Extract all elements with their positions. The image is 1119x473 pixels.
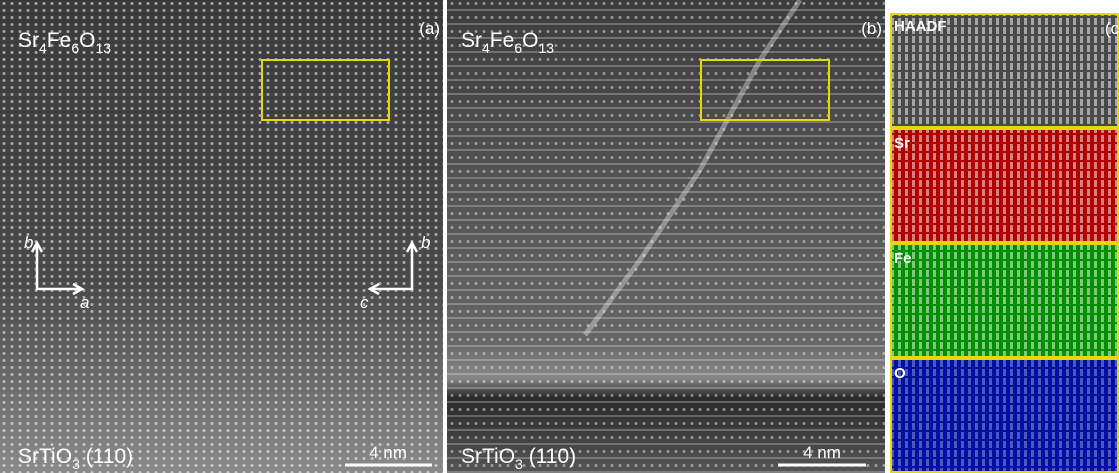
axis-label: b bbox=[24, 233, 33, 252]
panel-label: (b) bbox=[861, 19, 882, 38]
panel-label: (a) bbox=[419, 19, 440, 38]
lattice bbox=[447, 0, 885, 473]
map-label: Fe bbox=[894, 250, 912, 267]
lattice bbox=[892, 245, 1117, 356]
sub: 4 bbox=[482, 40, 490, 56]
sub: 6 bbox=[71, 40, 79, 56]
map: O bbox=[891, 359, 1118, 472]
axis-label: b bbox=[421, 233, 430, 252]
el: Fe bbox=[47, 29, 72, 52]
sub: 6 bbox=[514, 40, 522, 56]
map: HAADF (c bbox=[891, 14, 1119, 127]
page: (a) Sr4Fe6O13 SrTiO3 (110) 4 nm b a b c … bbox=[0, 0, 1119, 473]
el: (110) bbox=[80, 445, 133, 468]
panel-label: (c bbox=[1105, 19, 1119, 38]
sub: 13 bbox=[538, 40, 554, 56]
lattice bbox=[892, 130, 1117, 241]
sub: 3 bbox=[515, 456, 523, 472]
el: SrTiO bbox=[18, 445, 72, 468]
el: SrTiO bbox=[461, 445, 515, 468]
axis-label: c bbox=[360, 293, 369, 312]
axis-label: a bbox=[80, 293, 89, 312]
sub: 13 bbox=[95, 40, 111, 56]
map: Fe bbox=[891, 244, 1118, 357]
sub: 4 bbox=[39, 40, 47, 56]
el: O bbox=[79, 29, 95, 52]
el: Fe bbox=[490, 29, 515, 52]
map-label: HAADF bbox=[894, 18, 947, 35]
lattice bbox=[0, 0, 443, 473]
map-label: Sr bbox=[894, 135, 910, 152]
sub: 3 bbox=[72, 456, 80, 472]
el: Sr bbox=[461, 29, 482, 52]
panel-b: (b) Sr4Fe6O13 SrTiO3 (110) 4 nm bbox=[447, 0, 885, 473]
panel-a: (a) Sr4Fe6O13 SrTiO3 (110) 4 nm b a b c bbox=[0, 0, 443, 473]
map-label: O bbox=[894, 365, 906, 382]
scale-label: 4 nm bbox=[369, 443, 407, 462]
map: Sr bbox=[891, 129, 1118, 242]
figure: (a) Sr4Fe6O13 SrTiO3 (110) 4 nm b a b c … bbox=[0, 0, 1119, 473]
panel-c: HAADF (c Sr Fe O bbox=[891, 14, 1119, 472]
lattice bbox=[892, 360, 1117, 471]
el: Sr bbox=[18, 29, 39, 52]
el: O bbox=[522, 29, 538, 52]
scale-label: 4 nm bbox=[803, 443, 841, 462]
el: (110) bbox=[523, 445, 576, 468]
